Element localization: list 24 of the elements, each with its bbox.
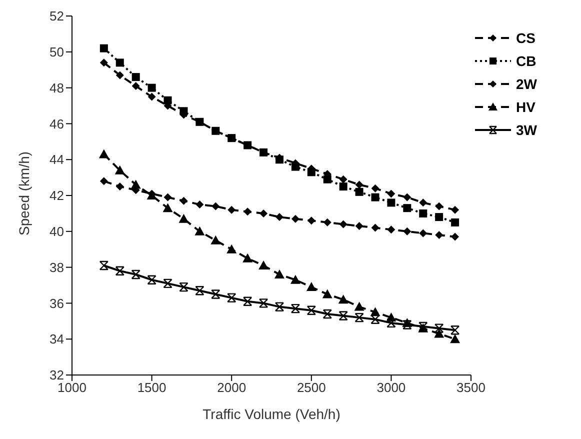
y-tick-label: 46 bbox=[50, 116, 64, 132]
y-tick-label: 52 bbox=[50, 8, 64, 24]
x-axis-title: Traffic Volume (Veh/h) bbox=[202, 406, 340, 422]
y-tick-label: 44 bbox=[50, 152, 64, 168]
x-tick-label: 3500 bbox=[456, 380, 486, 396]
y-tick-label: 32 bbox=[50, 368, 64, 383]
y-axis-title: Speed (km/h) bbox=[16, 151, 32, 236]
y-tick-label: 34 bbox=[50, 332, 64, 347]
y-tick-label: 40 bbox=[50, 224, 64, 240]
x-tick-label: 2000 bbox=[217, 380, 246, 396]
x-tick-label: 1000 bbox=[58, 380, 86, 396]
legend-label: 2W bbox=[516, 76, 537, 92]
x-tick-label: 3000 bbox=[376, 380, 406, 396]
x-tick-label: 2500 bbox=[296, 380, 326, 396]
legend-label: CS bbox=[516, 30, 536, 46]
legend-label: 3W bbox=[516, 122, 537, 138]
y-tick-label: 48 bbox=[50, 80, 64, 96]
y-tick-label: 42 bbox=[50, 188, 64, 204]
y-tick-label: 50 bbox=[50, 44, 64, 60]
legend-label: HV bbox=[516, 98, 536, 114]
legend-label: CB bbox=[516, 52, 536, 68]
y-tick-label: 36 bbox=[50, 296, 64, 311]
x-tick-label: 1500 bbox=[137, 380, 166, 396]
y-tick-label: 38 bbox=[50, 260, 64, 275]
